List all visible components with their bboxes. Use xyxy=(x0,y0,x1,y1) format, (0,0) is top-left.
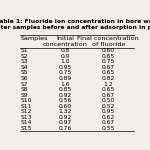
Text: S4: S4 xyxy=(21,65,28,70)
Text: 0.75: 0.75 xyxy=(102,59,115,64)
Text: S11: S11 xyxy=(21,104,33,109)
Text: 0.85: 0.85 xyxy=(59,87,72,92)
Text: S15: S15 xyxy=(21,126,33,131)
Text: 0.50: 0.50 xyxy=(102,98,115,103)
Text: 0.62: 0.62 xyxy=(102,115,115,120)
Text: 0.65: 0.65 xyxy=(102,54,115,59)
Text: 0.60: 0.60 xyxy=(102,48,115,53)
Text: 0.82: 0.82 xyxy=(102,76,115,81)
Text: 0.65: 0.65 xyxy=(102,87,115,92)
Text: S10: S10 xyxy=(21,98,32,103)
Text: S13: S13 xyxy=(21,115,32,120)
Text: 0.75: 0.75 xyxy=(58,70,72,75)
Text: 1.32: 1.32 xyxy=(58,109,72,114)
Text: S7: S7 xyxy=(21,82,29,87)
Text: S9: S9 xyxy=(21,93,28,98)
Text: 0.95: 0.95 xyxy=(102,109,115,114)
Text: 0.89: 0.89 xyxy=(59,76,72,81)
Text: 0.97: 0.97 xyxy=(59,120,72,125)
Text: 0.9: 0.9 xyxy=(61,54,70,59)
Text: Initial
concentration: Initial concentration xyxy=(43,36,88,47)
Text: Samples: Samples xyxy=(21,36,49,41)
Text: 0.95: 0.95 xyxy=(59,65,72,70)
Text: 0.55: 0.55 xyxy=(102,126,115,131)
Text: 1.6: 1.6 xyxy=(60,82,70,87)
Text: Table 1: Fluoride ion concentration in bore well
water samples before and after : Table 1: Fluoride ion concentration in b… xyxy=(0,19,150,30)
Text: S5: S5 xyxy=(21,70,29,75)
Text: 0.65: 0.65 xyxy=(102,70,115,75)
Text: 1.2: 1.2 xyxy=(103,82,113,87)
Text: S1: S1 xyxy=(21,48,29,53)
Text: 0.60: 0.60 xyxy=(59,104,72,109)
Text: 0.8: 0.8 xyxy=(61,48,70,53)
Text: 0.67: 0.67 xyxy=(102,120,115,125)
Text: 0.92: 0.92 xyxy=(59,115,72,120)
Text: 0.56: 0.56 xyxy=(59,98,72,103)
Text: 0.92: 0.92 xyxy=(59,93,72,98)
Text: S6: S6 xyxy=(21,76,28,81)
Text: 1.0: 1.0 xyxy=(60,59,70,64)
Text: 0.67: 0.67 xyxy=(102,65,115,70)
Text: 0.52: 0.52 xyxy=(102,104,115,109)
Text: S2: S2 xyxy=(21,54,29,59)
Text: 0.76: 0.76 xyxy=(59,126,72,131)
Text: S8: S8 xyxy=(21,87,28,92)
Text: S3: S3 xyxy=(21,59,28,64)
Text: 0.67: 0.67 xyxy=(102,93,115,98)
Text: S14: S14 xyxy=(21,120,32,125)
Text: Final concentration
of fluoride: Final concentration of fluoride xyxy=(77,36,139,47)
Text: S12: S12 xyxy=(21,109,33,114)
